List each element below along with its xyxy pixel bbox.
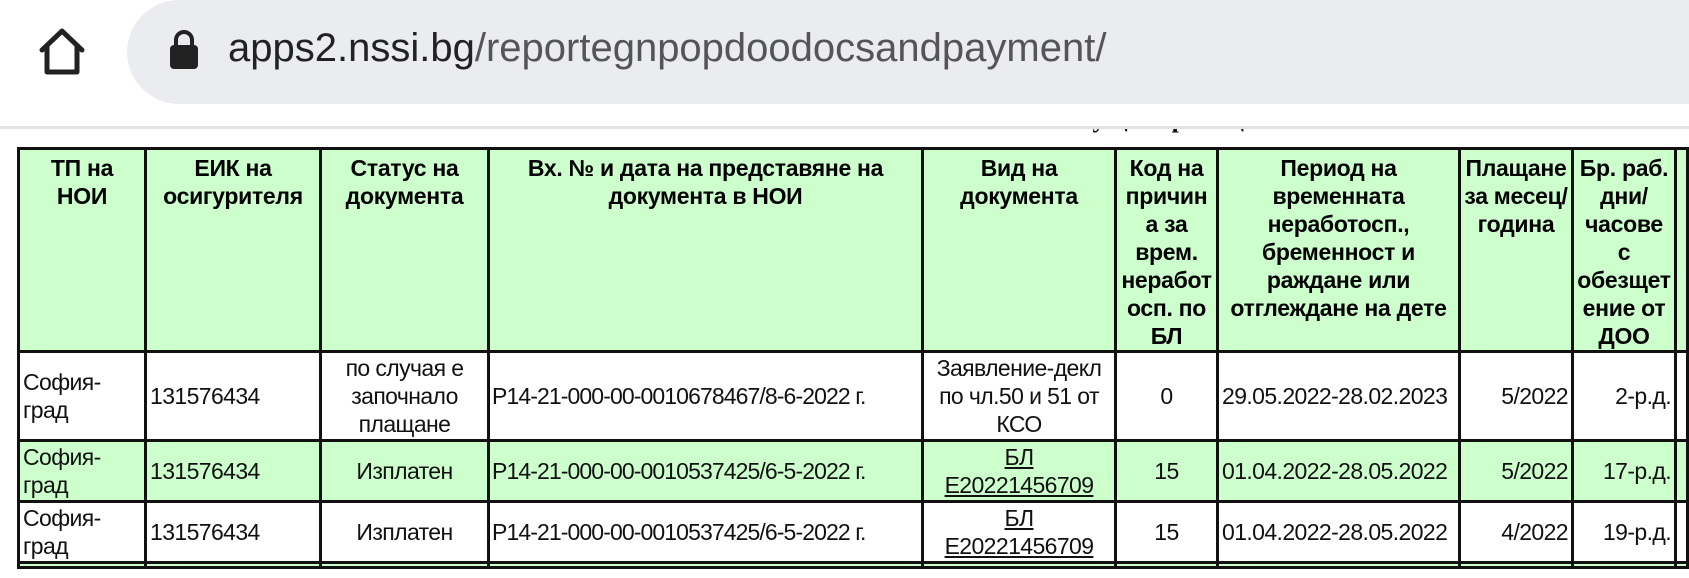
cell-entry: P14-21-000-00-0010537425/6-5-2022 г. [487,500,924,564]
header-entry: Вх. № и дата на представяне на документа… [487,147,924,353]
cell-doc-type: БЛ E20221456709 [921,439,1117,503]
doc-type-text: БЛ [1004,505,1035,531]
cell-code: 0 [1114,350,1219,442]
home-icon[interactable] [36,26,88,78]
cell-month: 5/2022 [1458,439,1574,503]
header-code: Код на причина за врем. неработосп. по Б… [1114,147,1219,353]
address-bar[interactable] [127,0,1689,104]
cell-period: 01.04.2022-28.05.2022 [1216,500,1461,564]
header-period: Период на временната неработосп., бремен… [1216,147,1461,353]
cell-doc-type: БЛ E20221456709 [921,500,1117,564]
header-month: Плащане за месец/ година [1458,147,1574,353]
cell-eik: 131576434 [144,500,322,564]
cell-tp: София-град [17,500,147,564]
cell-period: 01.04.2022-28.05.2022 [1216,439,1461,503]
header-status: Статус на документа [319,147,490,353]
cell-code: 15 [1114,439,1219,503]
cell-status: Изплатен [319,500,490,564]
header-row: ТП на НОИ ЕИК на осигурителя Статус на д… [17,147,1689,353]
cell-doc-type: Заявление-декл по чл.50 и 51 от КСО [921,350,1117,442]
url-text[interactable]: apps2.nssi.bg/reportegnpopdoodocsandpaym… [228,26,1106,71]
table-row: София-град 131576434 Изплатен P14-21-000… [17,439,1689,503]
doc-link[interactable]: БЛ E20221456709 [945,505,1094,559]
table-row: София-град 131576434 по случая е започна… [17,350,1689,442]
cell-days: 17-р.д. [1571,439,1677,503]
doc-type-text: БЛ [1004,444,1035,470]
cell-entry: P14-21-000-00-0010537425/6-5-2022 г. [487,439,924,503]
divider [0,126,1689,129]
doc-number: E20221456709 [944,533,1094,559]
header-eik: ЕИК на осигурителя [144,147,322,353]
doc-number: E20221456709 [944,472,1094,498]
cell-next [1674,350,1689,442]
url-host: apps2.nssi.bg [228,26,475,70]
url-path: /reportegnpopdoodocsandpayment/ [474,26,1107,70]
header-days: Бр. раб. дни/ часове с обезщетение от ДО… [1571,147,1677,353]
cell-next [1674,439,1689,503]
cell-month: 5/2022 [1458,350,1574,442]
cell-tp: София-град [17,350,147,442]
cell-tp: София-град [17,439,147,503]
cell-status: по случая е започнало плащане [319,350,490,442]
cell-code: 15 [1114,500,1219,564]
lock-icon [170,30,198,69]
cell-eik: 131576434 [144,439,322,503]
cell-entry: P14-21-000-00-0010678467/8-6-2022 г. [487,350,924,442]
table-row-partial [17,561,1689,569]
table-row: София-град 131576434 Изплатен P14-21-000… [17,500,1689,564]
cell-days: 2-р.д. [1571,350,1677,442]
doc-link[interactable]: БЛ E20221456709 [945,444,1094,498]
cell-days: 19-р.д. [1571,500,1677,564]
cell-status: Изплатен [319,439,490,503]
cell-month: 4/2022 [1458,500,1574,564]
header-next [1674,147,1689,353]
cell-eik: 131576434 [144,350,322,442]
browser-toolbar: apps2.nssi.bg/reportegnpopdoodocsandpaym… [0,0,1689,126]
documents-table: ТП на НОИ ЕИК на осигурителя Статус на д… [17,147,1689,569]
cell-next [1674,500,1689,564]
cell-period: 29.05.2022-28.02.2023 [1216,350,1461,442]
header-doc-type: Вид на документа [921,147,1117,353]
header-tp: ТП на НОИ [17,147,147,353]
